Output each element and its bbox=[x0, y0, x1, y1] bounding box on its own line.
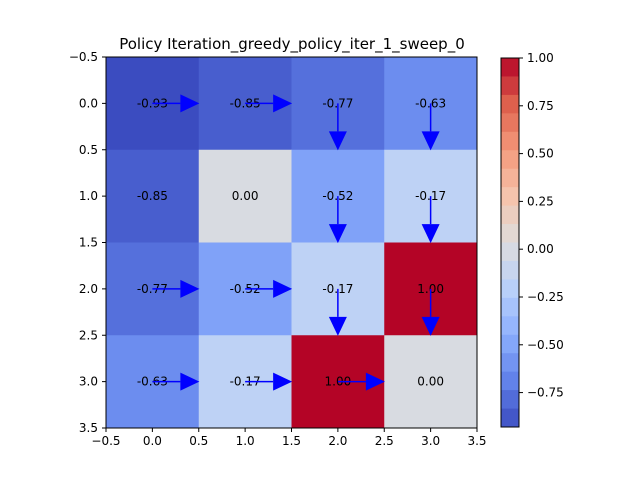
policy-arrow-right bbox=[152, 372, 200, 391]
x-tick-label: 0.5 bbox=[189, 434, 208, 448]
policy-arrows bbox=[152, 94, 440, 391]
policy-arrow-down bbox=[421, 103, 440, 151]
colorbar-tick-label: 0.25 bbox=[527, 194, 554, 208]
heatmap-cell bbox=[384, 335, 478, 429]
colorbar-tick-label: 0.50 bbox=[527, 147, 554, 161]
policy-arrow-right bbox=[245, 94, 293, 113]
colorbar-segment bbox=[501, 76, 519, 96]
heatmap-cell bbox=[198, 149, 292, 243]
policy-arrow-down bbox=[328, 103, 347, 151]
y-tick-label: 2.0 bbox=[79, 282, 98, 296]
y-tick-label: 1.0 bbox=[79, 189, 98, 203]
colorbar-segment bbox=[501, 168, 519, 188]
heatmap-cell bbox=[106, 149, 200, 243]
y-tick-label: 0.0 bbox=[79, 96, 98, 110]
colorbar-segment bbox=[501, 297, 519, 317]
colorbar: 1.00 0.75 0.50 0.25 0.00 −0.25 −0.50 −0.75 bbox=[500, 51, 564, 428]
colorbar-segment bbox=[501, 131, 519, 151]
y-tick-label: 0.5 bbox=[79, 143, 98, 157]
x-tick-label: 2.5 bbox=[375, 434, 394, 448]
x-tick-label: 1.0 bbox=[236, 434, 255, 448]
chart-title: Policy Iteration_greedy_policy_iter_1_sw… bbox=[119, 35, 465, 54]
cell-value-label: -0.85 bbox=[137, 189, 168, 203]
colorbar-segment bbox=[501, 113, 519, 133]
axes: −0.5 0.0 0.5 1.0 1.5 2.0 2.5 3.0 3.5−0.50.00.51.… bbox=[69, 50, 487, 448]
colorbar-segment bbox=[501, 150, 519, 170]
colorbar-segment bbox=[501, 334, 519, 354]
colorbar-segment bbox=[501, 187, 519, 206]
colorbar-tick-label: 1.00 bbox=[527, 51, 554, 65]
colorbar-tick-label: 0.00 bbox=[527, 242, 554, 256]
colorbar-tick-label: −0.50 bbox=[527, 338, 564, 352]
colorbar-segment bbox=[501, 58, 519, 77]
policy-arrow-down bbox=[421, 288, 440, 336]
colorbar-frame bbox=[500, 57, 520, 428]
y-tick-label: 3.5 bbox=[79, 421, 98, 435]
colorbar-segment bbox=[501, 353, 519, 373]
colorbar-segment bbox=[501, 408, 519, 428]
cell-value-label: 0.00 bbox=[232, 189, 259, 203]
policy-arrow-right bbox=[245, 279, 293, 298]
colorbar-tick-label: −0.75 bbox=[527, 386, 564, 400]
policy-arrow-right bbox=[152, 94, 200, 113]
colorbar-tick-label: −0.25 bbox=[527, 290, 564, 304]
colorbar-segment bbox=[501, 279, 519, 299]
y-tick-label: 3.0 bbox=[79, 375, 98, 389]
heatmap-cells bbox=[106, 57, 478, 429]
x-tick-label: 1.5 bbox=[282, 434, 301, 448]
policy-arrow-down bbox=[328, 288, 347, 336]
colorbar-tick-label: 0.75 bbox=[527, 99, 554, 113]
policy-arrow-down bbox=[328, 196, 347, 244]
y-tick-label: 1.5 bbox=[79, 236, 98, 250]
policy-arrow-right bbox=[337, 372, 385, 391]
x-tick-label: 3.5 bbox=[467, 434, 486, 448]
policy-arrow-down bbox=[421, 196, 440, 244]
x-tick-label: 3.0 bbox=[421, 434, 440, 448]
colorbar-segment bbox=[501, 390, 519, 409]
colorbar-segment bbox=[501, 260, 519, 280]
cell-value-label: 0.00 bbox=[417, 375, 444, 389]
colorbar-segment bbox=[501, 94, 519, 114]
policy-arrow-right bbox=[245, 372, 293, 391]
colorbar-segment bbox=[501, 371, 519, 391]
policy-arrow-right bbox=[152, 279, 200, 298]
colorbar-segment bbox=[501, 205, 519, 225]
y-tick-label: −0.5 bbox=[69, 50, 98, 64]
colorbar-segment bbox=[501, 224, 519, 243]
x-tick-label: 0.0 bbox=[143, 434, 162, 448]
y-tick-label: 2.5 bbox=[79, 328, 98, 342]
x-tick-label: −0.5 bbox=[91, 434, 120, 448]
x-tick-label: 2.0 bbox=[328, 434, 347, 448]
colorbar-segment bbox=[501, 242, 519, 262]
colorbar-segment bbox=[501, 316, 519, 336]
